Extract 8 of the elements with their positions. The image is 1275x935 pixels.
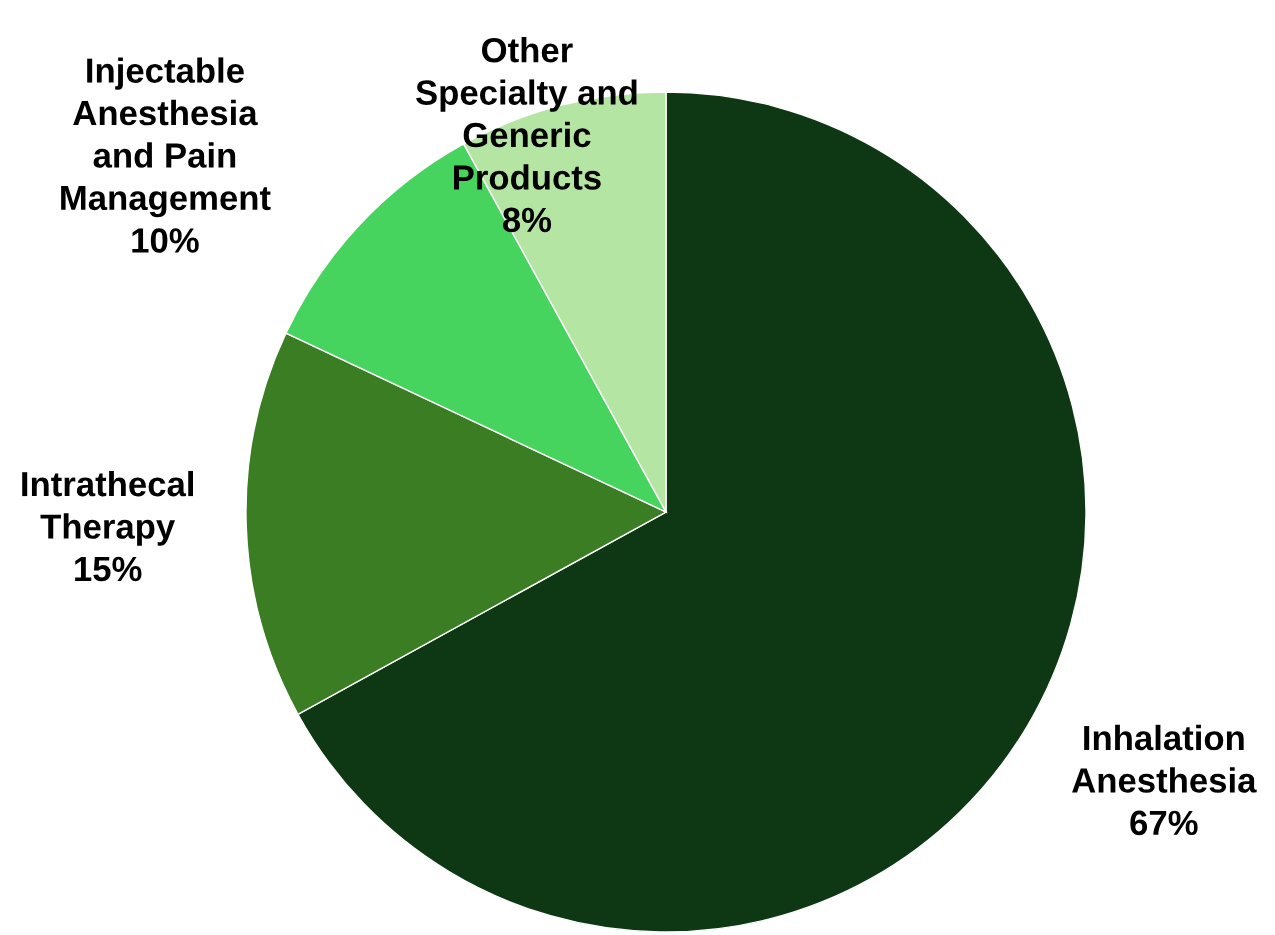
slice-label: Injectable Anesthesia and Pain Management: [61, 57, 271, 218]
slice-label: Other Specialty and Generic Products: [416, 36, 637, 190]
slice-label: Intrathecal Therapy: [22, 470, 194, 546]
data-label: 67%: [1130, 810, 1198, 836]
data-label: 8%: [502, 207, 552, 233]
data-label: 10%: [132, 228, 199, 253]
slice-label: Inhalation Anesthesia: [1072, 724, 1257, 793]
data-label: 15%: [75, 556, 142, 582]
